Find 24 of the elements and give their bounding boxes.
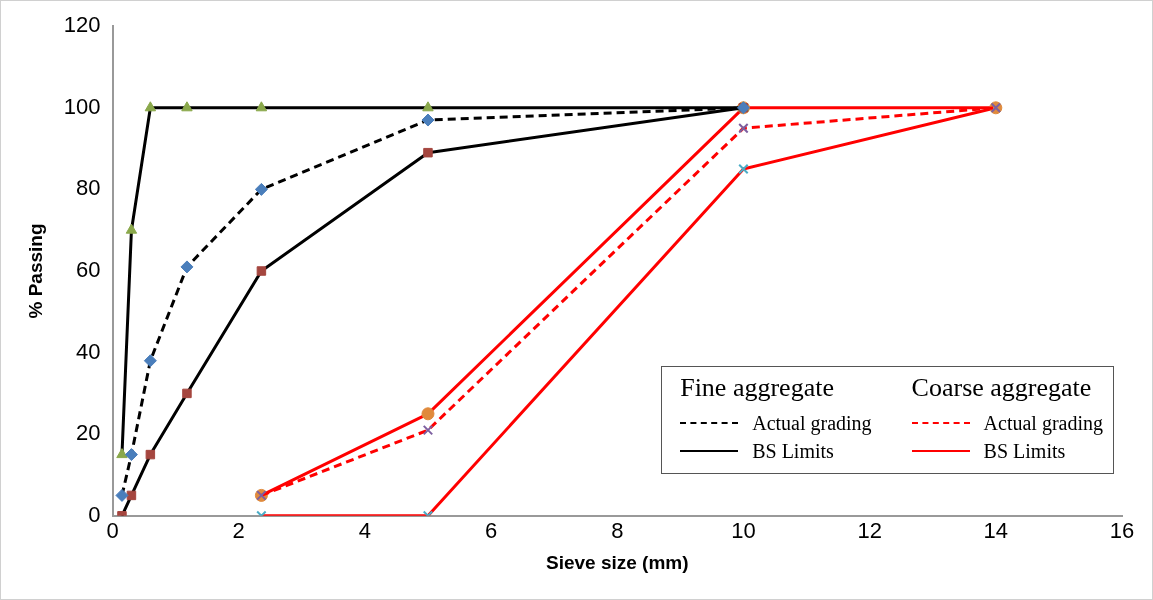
y-tick-label: 80 bbox=[76, 175, 101, 201]
y-tick-label: 20 bbox=[76, 420, 101, 446]
x-axis-title: Sieve size (mm) bbox=[545, 551, 689, 573]
x-tick-label: 12 bbox=[857, 518, 882, 544]
x-tick-label: 14 bbox=[983, 518, 1009, 544]
legend-label: Actual grading bbox=[752, 411, 872, 435]
x-tick-label: 10 bbox=[731, 518, 756, 544]
x-tick-label: 6 bbox=[484, 518, 498, 544]
y-axis-title: % Passing bbox=[24, 223, 46, 319]
y-tick-label: 0 bbox=[88, 501, 101, 527]
x-tick-label: 2 bbox=[232, 518, 245, 544]
x-tick-label: 16 bbox=[1109, 518, 1135, 544]
x-tick-label: 0 bbox=[106, 518, 119, 544]
annotation: Fine aggregate bbox=[680, 373, 835, 403]
legend-label: BS Limits bbox=[752, 439, 834, 463]
x-tick-label: 8 bbox=[611, 518, 624, 544]
y-tick-label: 120 bbox=[63, 12, 101, 38]
x-tick-label: 4 bbox=[358, 518, 371, 544]
annotation: Coarse aggregate bbox=[911, 373, 1093, 403]
y-tick-label: 100 bbox=[63, 93, 101, 119]
y-tick-label: 40 bbox=[76, 338, 101, 364]
legend-label: Actual grading bbox=[983, 411, 1103, 435]
legend-label: BS Limits bbox=[983, 439, 1066, 463]
y-tick-label: 60 bbox=[76, 257, 101, 283]
